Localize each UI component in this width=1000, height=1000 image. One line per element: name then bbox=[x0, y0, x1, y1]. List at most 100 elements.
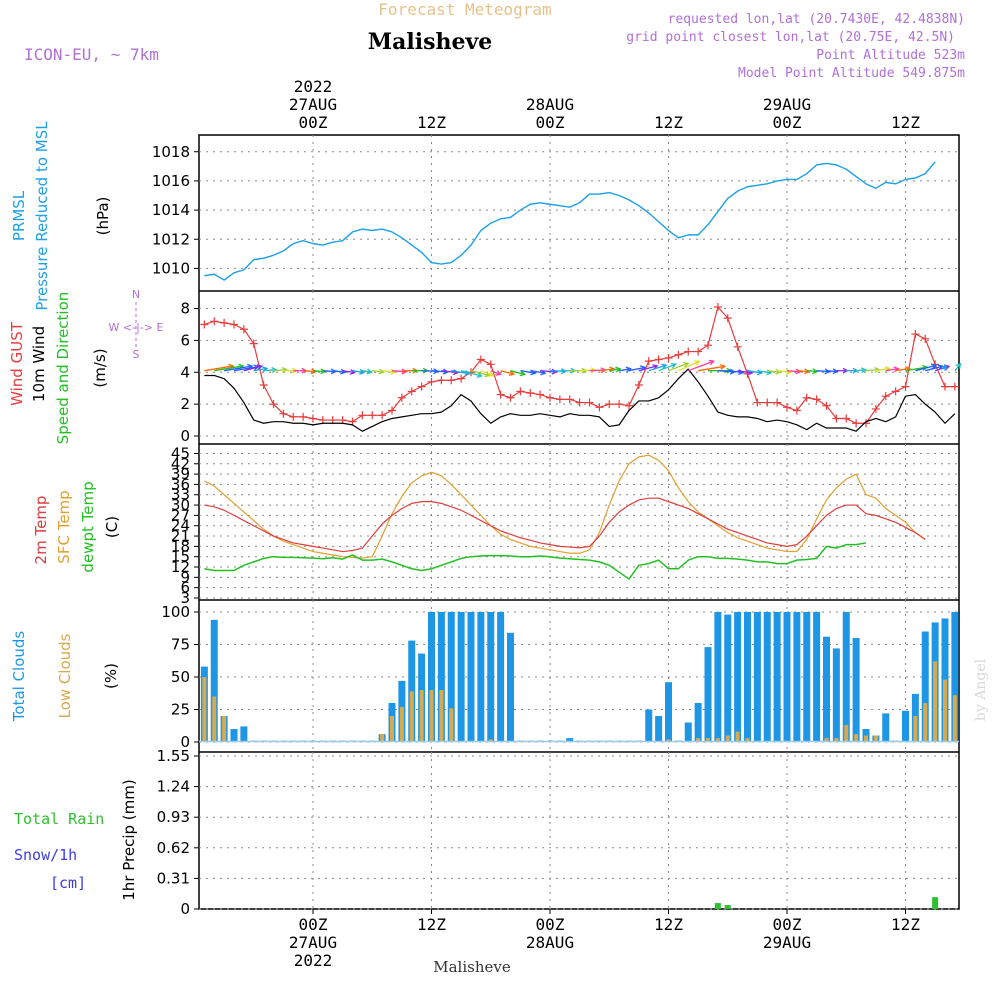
wind-dir-arrow bbox=[204, 365, 234, 372]
top-time-label: 00Z bbox=[773, 113, 802, 132]
low-cloud-bar bbox=[380, 734, 385, 742]
low-cloud-bar bbox=[429, 690, 434, 742]
wind-dir-arrowhead bbox=[670, 362, 678, 369]
wind-dir-arrowhead bbox=[661, 363, 668, 370]
low-cloud-bar bbox=[666, 739, 671, 742]
gridlines bbox=[194, 135, 959, 914]
low-cloud-bar bbox=[696, 738, 701, 742]
low-cloud-bar bbox=[715, 738, 720, 742]
top-time-label: 12Z bbox=[891, 113, 920, 132]
low-cloud-bar bbox=[222, 716, 227, 742]
wind-dir-arrow bbox=[915, 364, 936, 372]
sfc-label: SFC Temp bbox=[55, 490, 73, 563]
wind-gust-marker bbox=[634, 381, 643, 390]
wind-dir-arrowhead bbox=[955, 362, 962, 369]
total-cloud-bar bbox=[724, 614, 732, 742]
low-cloud-bar bbox=[952, 695, 957, 742]
y-tick-label: 30 bbox=[171, 496, 190, 514]
wind-dir-arrow bbox=[895, 367, 911, 372]
wind-gust-marker bbox=[871, 404, 880, 413]
wind-gust-marker bbox=[447, 376, 456, 385]
bottom-time-label: 12Z bbox=[654, 915, 683, 934]
wind-dir-arrow bbox=[372, 370, 384, 373]
wind-dir-arrowhead bbox=[804, 368, 811, 375]
low-cloud-bar bbox=[212, 696, 217, 742]
wind-dir-arrow bbox=[747, 370, 762, 374]
wind-gust-marker bbox=[526, 388, 535, 397]
low-cloud-bar bbox=[933, 661, 938, 742]
wind-gust-marker bbox=[802, 393, 811, 402]
wind-gust-marker bbox=[397, 393, 406, 402]
top-time-label: 12Z bbox=[417, 113, 446, 132]
y-tick-label: 6 bbox=[180, 579, 190, 597]
wind-dir-arrow bbox=[609, 368, 621, 372]
wind-dir-arrow bbox=[332, 370, 346, 373]
low-cloud-bar bbox=[834, 738, 839, 742]
total-cloud-bar bbox=[694, 703, 702, 742]
wind-dir-arrow bbox=[382, 370, 396, 373]
wind-gust-marker bbox=[783, 403, 791, 412]
total-cloud-bar bbox=[428, 612, 435, 742]
wind-panel-labels: Wind GUST 10m Wind Speed and Direction (… bbox=[8, 288, 163, 444]
total-cloud-bar bbox=[665, 682, 672, 742]
total-cloud-bar bbox=[951, 612, 959, 742]
footer-location: Malisheve bbox=[433, 958, 511, 976]
y-tick-label: 42 bbox=[171, 455, 190, 473]
wind-dir-arrowhead bbox=[340, 368, 347, 375]
wind-dir-arrowhead bbox=[930, 363, 938, 370]
wind-gust-marker bbox=[812, 395, 821, 404]
wind-gust-marker bbox=[664, 353, 673, 362]
wind-gust-marker bbox=[832, 414, 841, 423]
snow-unit-label: [cm] bbox=[50, 874, 86, 892]
total-cloud-bar bbox=[813, 612, 821, 742]
model-label: ICON-EU, ~ 7km bbox=[24, 45, 159, 64]
wind-gust-marker bbox=[269, 400, 278, 409]
top-time-label: 27AUG bbox=[289, 95, 337, 114]
grid-point-coords: grid point closest lon,lat (20.75E, 42.5… bbox=[626, 30, 955, 45]
low-cloud-bar bbox=[725, 735, 730, 742]
low-cloud-bar bbox=[824, 738, 829, 742]
wind-gust-marker bbox=[368, 411, 377, 420]
wind-dir-arrow bbox=[362, 370, 372, 373]
wind-dir-arrow bbox=[796, 370, 809, 373]
wind-gust-marker bbox=[713, 302, 722, 311]
y-tick-label: 50 bbox=[171, 668, 190, 686]
wind-gust-marker bbox=[388, 406, 396, 415]
wind-dir-arrow bbox=[253, 367, 268, 372]
total-cloud-bar bbox=[210, 619, 218, 742]
y-tick-label: 1018 bbox=[152, 143, 190, 161]
wind-gust-marker bbox=[407, 387, 416, 396]
y-tick-label: 6 bbox=[180, 331, 190, 349]
wind-dir-arrowhead bbox=[682, 362, 690, 368]
y-tick-label: 12 bbox=[171, 558, 190, 576]
y-tick-label: 8 bbox=[180, 300, 190, 318]
temp-2m-line bbox=[204, 497, 926, 553]
precip-panel-labels: Total Rain Snow/1h [cm] 1hr Precip (mm) bbox=[14, 779, 138, 900]
wind-dir-arrow bbox=[628, 366, 646, 372]
wind-gust-marker bbox=[585, 398, 594, 407]
y-tick-label: 0.93 bbox=[157, 808, 190, 826]
wind-gust-marker bbox=[792, 406, 801, 415]
y-tick-label: 0 bbox=[180, 427, 190, 445]
wind-gust-marker bbox=[921, 334, 930, 343]
total-cloud-bar bbox=[477, 612, 485, 742]
wind-dir-arrow bbox=[500, 370, 514, 375]
total-cloud-bar bbox=[773, 612, 781, 742]
y-tick-label: 1012 bbox=[152, 230, 190, 248]
wind-dir-arrow bbox=[638, 365, 658, 372]
y-tick-label: 45 bbox=[171, 444, 190, 462]
wind-gust-marker bbox=[862, 419, 870, 428]
wind-gust-marker bbox=[733, 342, 742, 351]
dew-label: dewpt Temp bbox=[79, 481, 97, 572]
wind-dir-arrow bbox=[460, 370, 482, 377]
wind-dir-arrowhead bbox=[625, 366, 632, 373]
wind-gust-marker bbox=[200, 320, 209, 329]
wind-dir-arrowhead bbox=[271, 367, 278, 373]
rain-label: Total Rain bbox=[14, 810, 104, 828]
wind-dir-arrow bbox=[490, 370, 501, 375]
wind-gust-marker bbox=[684, 347, 693, 356]
wind-gust-marker bbox=[704, 341, 712, 350]
wind-dir-arrow bbox=[540, 370, 557, 373]
bottom-time-label: 28AUG bbox=[526, 933, 574, 952]
